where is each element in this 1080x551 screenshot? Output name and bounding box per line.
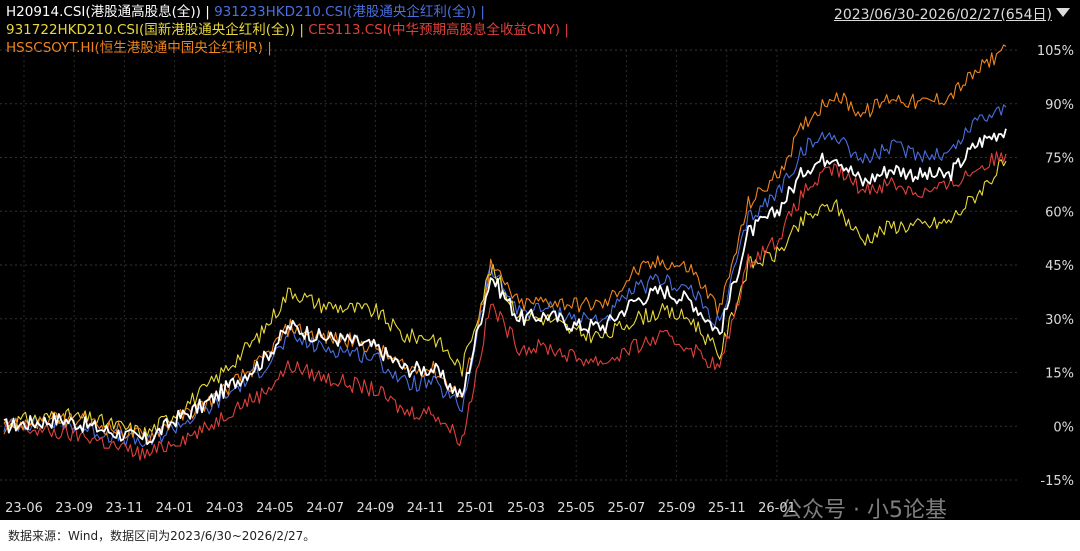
series-line-3	[3, 151, 1007, 461]
y-tick-label: 105%	[1037, 44, 1074, 59]
legend-entry-h20914[interactable]: H20914.CSI(港股通高股息(全))	[6, 4, 201, 20]
chevron-down-icon[interactable]	[1056, 8, 1070, 17]
x-tick-label: 24-03	[206, 501, 244, 516]
x-tick-label: 23-09	[55, 501, 93, 516]
x-tick-label: 25-05	[557, 501, 595, 516]
x-tick-label: 24-11	[407, 501, 445, 516]
y-tick-label: 30%	[1045, 313, 1074, 328]
y-tick-label: 45%	[1045, 259, 1074, 274]
x-tick-label: 24-09	[357, 501, 395, 516]
x-tick-label: 25-03	[507, 501, 545, 516]
chart-panel: H20914.CSI(港股通高股息(全)) | 931233HKD210.CSI…	[0, 0, 1080, 520]
x-tick-label: 23-06	[5, 501, 43, 516]
x-tick-label: 25-07	[608, 501, 646, 516]
legend-entry-931722[interactable]: 931722HKD210.CSI(国新港股通央企红利(全))	[6, 22, 296, 38]
series-line-1	[3, 104, 1007, 448]
legend-row-1: H20914.CSI(港股通高股息(全)) | 931233HKD210.CSI…	[6, 4, 485, 20]
x-tick-label: 24-05	[256, 501, 294, 516]
legend-entry-hsscsoyt[interactable]: HSSCSOYT.HI(恒生港股通中国央企红利R)	[6, 40, 263, 56]
legend-entry-ces113[interactable]: CES113.CSI(中华预期高股息全收益CNY)	[308, 22, 561, 38]
grid	[0, 49, 1020, 481]
y-tick-label: 75%	[1045, 152, 1074, 167]
line-chart: 105%90%75%60%45%30%15%0%-15% 23-06 23-09 2…	[0, 44, 1074, 516]
x-axis: 23-06 23-09 23-11 24-01 24-03 24-05 24-07 24-09…	[5, 501, 796, 516]
x-tick-label: 26-01	[758, 501, 796, 516]
watermark: 公众号 · 小5论基	[780, 498, 947, 520]
x-tick-label: 24-01	[156, 501, 194, 516]
x-tick-label: 25-01	[457, 501, 495, 516]
x-tick-label: 25-09	[658, 501, 696, 516]
x-tick-label: 23-11	[106, 501, 144, 516]
series-line-4	[3, 44, 1007, 444]
legend-row-2: 931722HKD210.CSI(国新港股通央企红利(全)) | CES113.…	[6, 22, 569, 38]
y-tick-label: 60%	[1045, 205, 1074, 220]
x-tick-label: 25-11	[708, 501, 746, 516]
y-axis: 105% 90% 75% 60% 45% 30% 15% 0% -15%	[1037, 44, 1074, 489]
x-tick-label: 24-07	[306, 501, 344, 516]
series-lines	[3, 44, 1007, 461]
y-tick-label: 0%	[1053, 420, 1074, 435]
date-range-selector[interactable]: 2023/06/30-2026/02/27(654日)	[833, 7, 1052, 23]
y-tick-label: 90%	[1045, 98, 1074, 113]
y-tick-label: -15%	[1040, 474, 1074, 489]
y-tick-label: 15%	[1045, 367, 1074, 382]
legend-entry-931233[interactable]: 931233HKD210.CSI(港股通央企红利(全))	[214, 4, 477, 20]
series-line-0	[3, 128, 1007, 446]
source-note: 数据来源：Wind，数据区间为2023/6/30~2026/2/27。	[8, 529, 316, 543]
legend-row-3: HSSCSOYT.HI(恒生港股通中国央企红利R) |	[6, 40, 272, 56]
